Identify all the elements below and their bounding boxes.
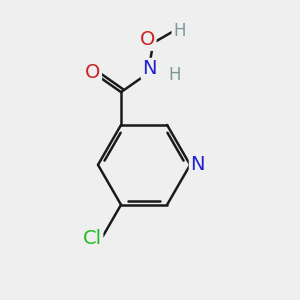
Text: O: O [85, 63, 100, 82]
Text: N: N [142, 59, 157, 78]
Text: Cl: Cl [83, 229, 102, 247]
Text: H: H [173, 22, 185, 40]
Text: O: O [140, 30, 155, 50]
Text: H: H [169, 66, 182, 84]
Text: N: N [190, 155, 205, 174]
